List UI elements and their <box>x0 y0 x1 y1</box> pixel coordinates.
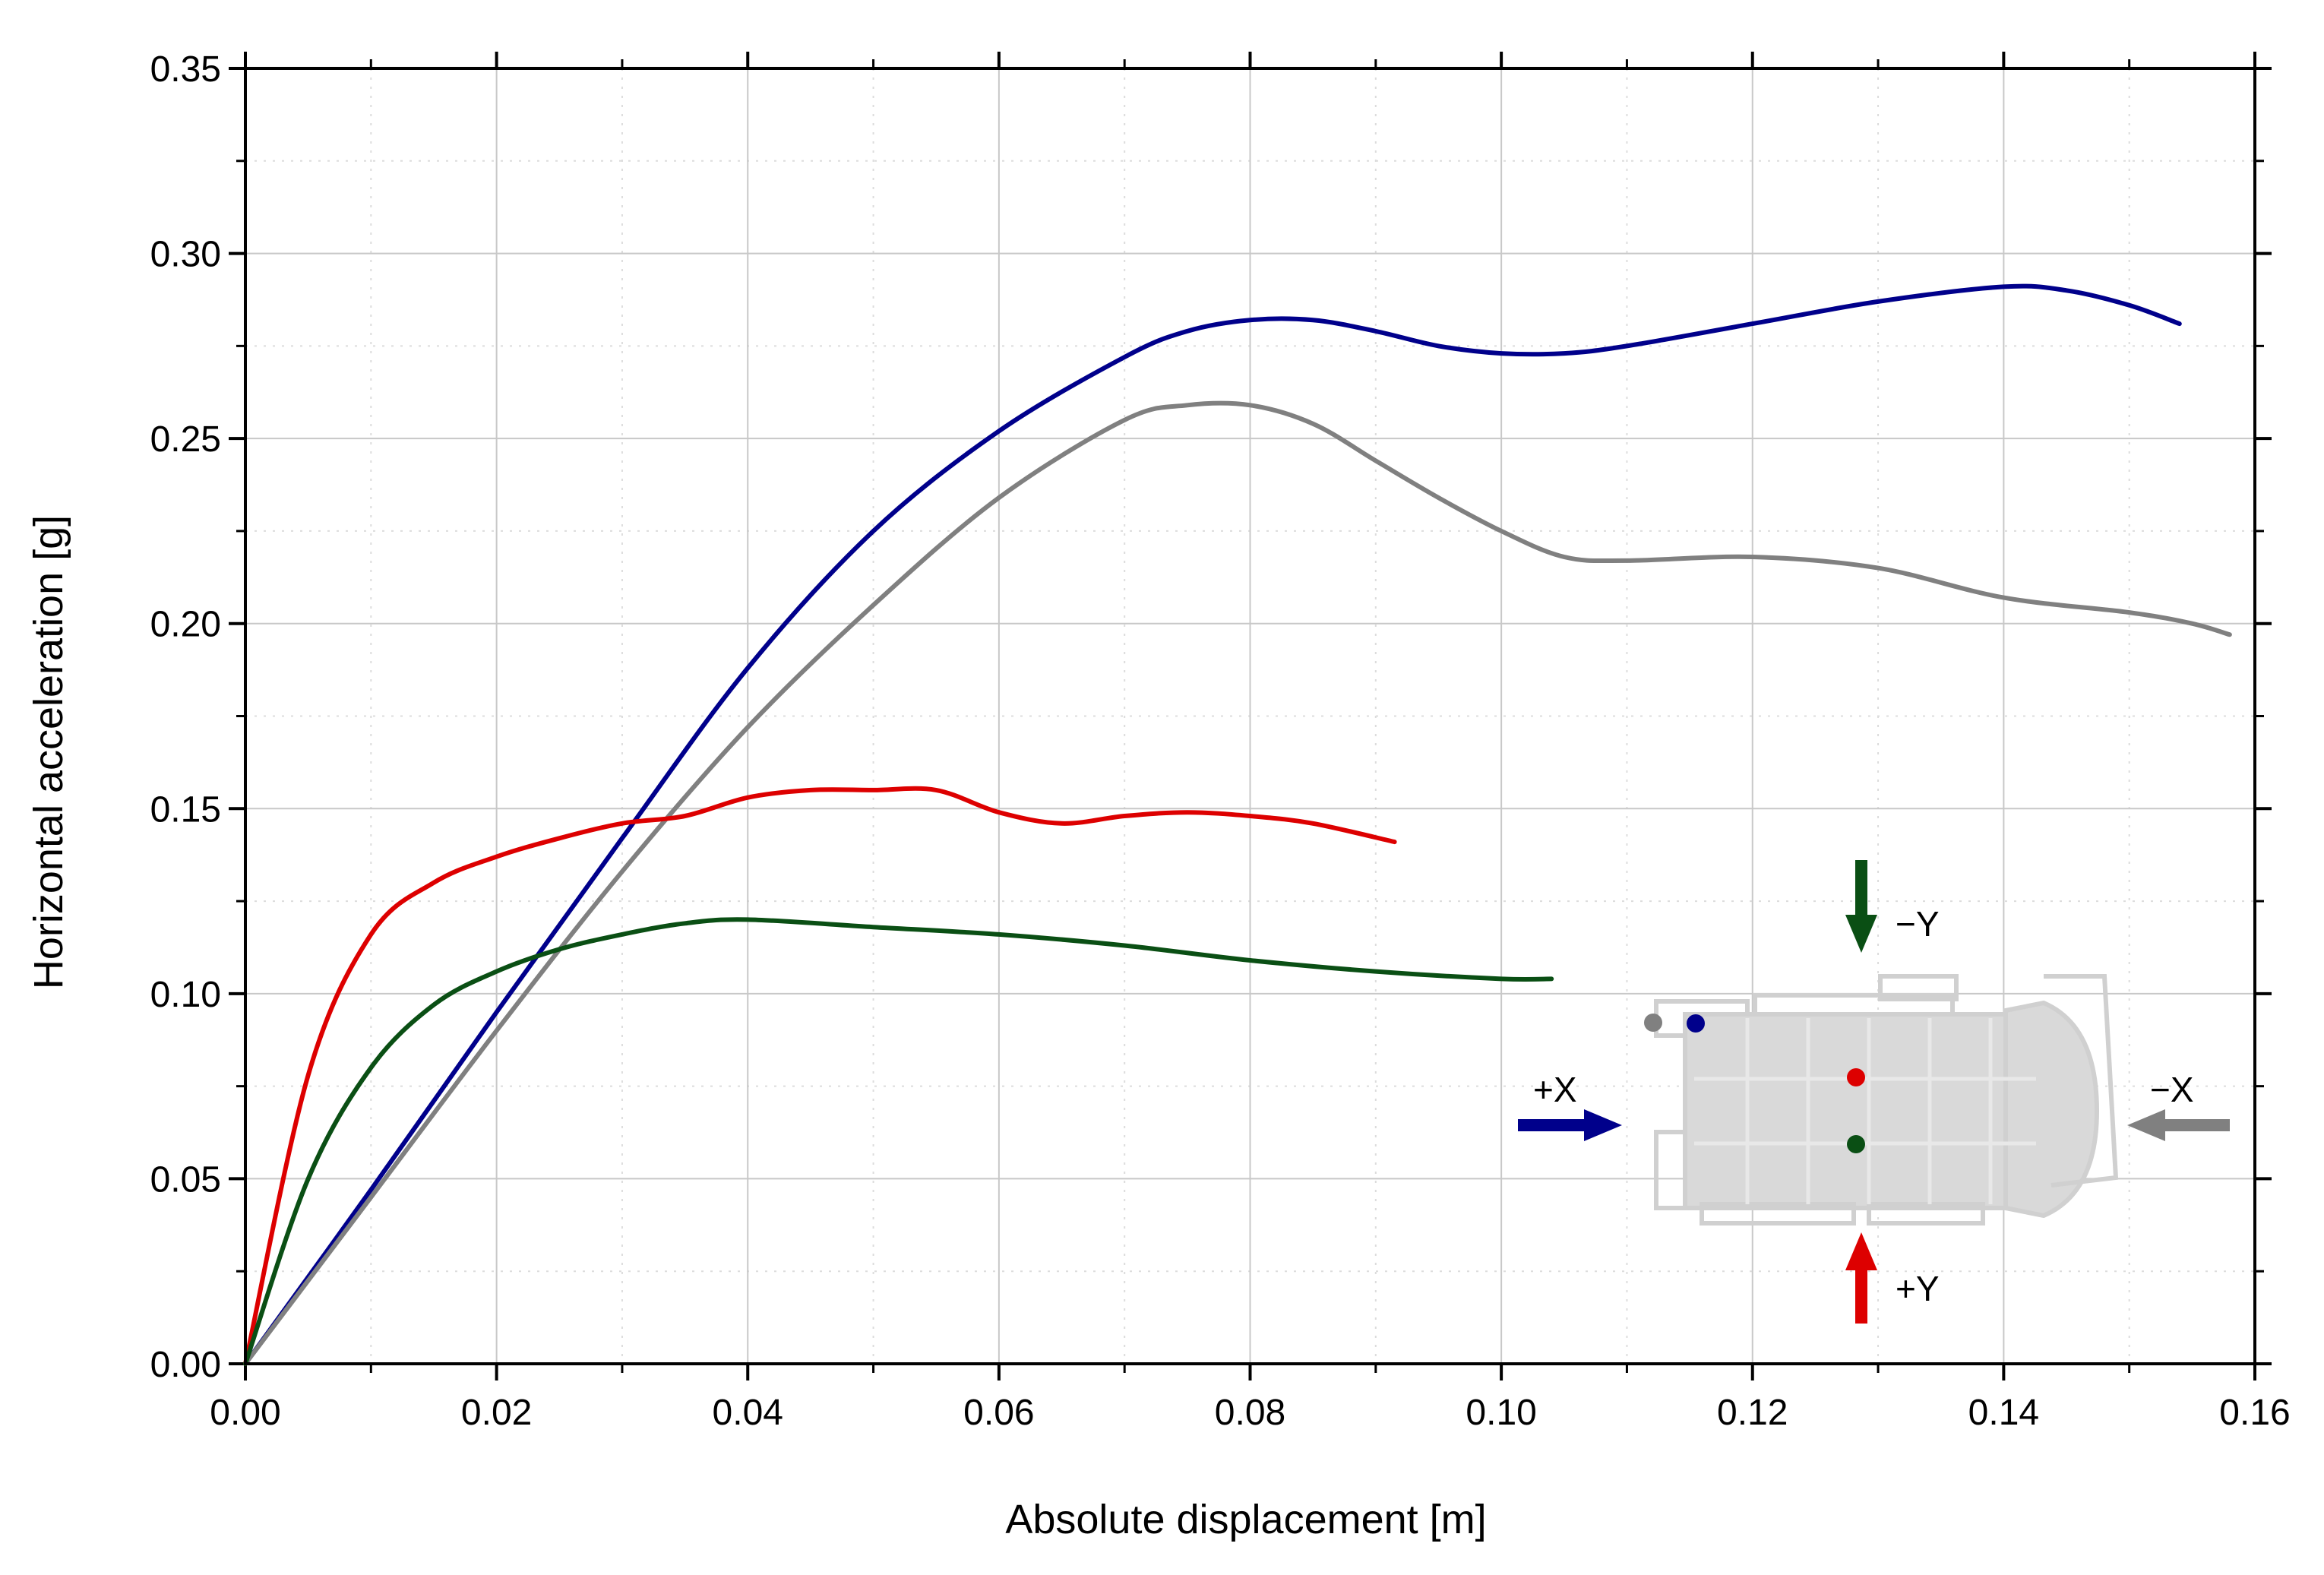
marker-plus-x <box>1687 1014 1705 1033</box>
arrow-plus-y-label: +Y <box>1896 1269 1940 1308</box>
marker-plus-y <box>1847 1068 1865 1086</box>
axis-ticks <box>229 52 2272 1380</box>
y-tick-labels: 0.00 0.05 0.10 0.15 0.20 0.25 0.30 0.35 <box>150 49 221 1385</box>
x-tick-label: 0.14 <box>1968 1393 2039 1433</box>
y-tick-label: 0.05 <box>150 1159 221 1200</box>
arrow-plus-x-label: +X <box>1533 1070 1577 1109</box>
y-tick-label: 0.15 <box>150 789 221 830</box>
x-tick-label: 0.00 <box>210 1393 280 1433</box>
marker-minus-x <box>1644 1014 1662 1032</box>
x-tick-label: 0.04 <box>713 1393 783 1433</box>
arrow-minus-x-label: −X <box>2150 1070 2194 1109</box>
y-tick-label: 0.30 <box>150 235 221 275</box>
y-tick-label: 0.35 <box>150 49 221 90</box>
arrow-plus-x: +X <box>1518 1070 1622 1141</box>
x-tick-label: 0.08 <box>1215 1393 1285 1433</box>
marker-minus-y <box>1847 1135 1865 1153</box>
building-plan-details <box>1694 1018 2036 1204</box>
arrow-minus-y-label: −Y <box>1896 904 1940 944</box>
y-tick-label: 0.20 <box>150 605 221 645</box>
y-tick-label: 0.25 <box>150 419 221 460</box>
building-plan <box>1654 974 2119 1226</box>
x-tick-labels: 0.00 0.02 0.04 0.06 0.08 0.10 0.12 0.14 0.16 <box>210 1393 2290 1433</box>
y-tick-label: 0.10 <box>150 975 221 1015</box>
y-axis-label: Horizontal acceleration [g] <box>26 515 71 989</box>
arrow-minus-x: −X <box>2127 1070 2230 1141</box>
series-line-2 <box>243 786 1397 1366</box>
x-tick-label: 0.12 <box>1717 1393 1788 1433</box>
building-plan-inset: +X −X +Y −Y <box>1518 860 2230 1324</box>
series-line-3 <box>243 917 1554 1366</box>
series-line-1 <box>243 400 2232 1366</box>
x-tick-label: 0.06 <box>963 1393 1034 1433</box>
x-tick-label: 0.16 <box>2219 1393 2290 1433</box>
arrow-plus-y: +Y <box>1845 1232 1940 1324</box>
x-tick-label: 0.10 <box>1466 1393 1536 1433</box>
x-tick-label: 0.02 <box>461 1393 532 1433</box>
series-layer <box>243 283 2232 1366</box>
series-line-0 <box>243 283 2182 1366</box>
x-axis-label: Absolute displacement [m] <box>1005 1497 1486 1542</box>
y-tick-label: 0.00 <box>150 1345 221 1385</box>
arrow-minus-y: −Y <box>1845 860 1940 953</box>
plot-frame <box>244 67 2256 1365</box>
